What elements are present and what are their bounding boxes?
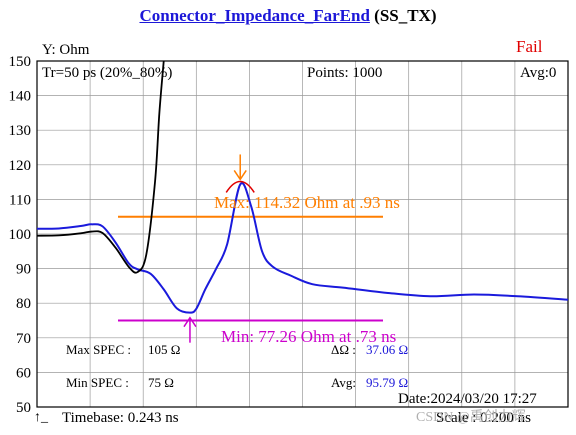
watermark: CSDN @禹创力辉 [416, 410, 526, 425]
max-peak-highlight [225, 180, 255, 193]
chart-grid [37, 61, 568, 407]
max-marker-arrow-icon [233, 170, 247, 181]
y-axis-unit-label: Y: Ohm [42, 42, 90, 58]
min-spec-value: 75 Ω [148, 375, 174, 390]
min-marker-arrow-icon [183, 316, 197, 328]
y-tick-label: 80 [16, 296, 31, 312]
y-tick-label: 130 [9, 123, 32, 139]
y-tick-label: 70 [16, 331, 31, 347]
data-series [36, 60, 569, 314]
reference-impedance-line [36, 60, 165, 274]
min-spec-label: Min SPEC : [66, 375, 129, 390]
title-suffix: (SS_TX) [374, 6, 437, 25]
measured-impedance-line [36, 182, 569, 314]
delta-label: ΔΩ : [331, 342, 356, 357]
min-annotation: Min: 77.26 Ohm at .73 ns [221, 327, 396, 346]
max-spec-value: 105 Ω [148, 342, 180, 357]
y-axis-ticks: 150 140 130 120 110 100 90 80 70 60 50 [9, 54, 32, 416]
avg-label: Avg: [331, 375, 356, 390]
average-count-readout: Avg:0 [520, 65, 556, 81]
plot-frame [36, 60, 569, 408]
measurement-date: Date:2024/03/20 17:27 [398, 391, 537, 407]
y-tick-label: 140 [9, 89, 32, 105]
y-tick-label: 110 [9, 192, 31, 208]
scale-readout: Scale : 0.200 ns [436, 410, 531, 426]
y-tick-label: 120 [9, 158, 32, 174]
avg-value: 95.79 Ω [366, 375, 408, 390]
y-tick-label: 50 [16, 400, 31, 416]
y-tick-label: 90 [16, 262, 31, 278]
title-link[interactable]: Connector_Impedance_FarEnd [139, 6, 370, 25]
y-tick-label: 100 [9, 227, 32, 243]
y-tick-label: 60 [16, 365, 31, 381]
timebase-readout: Timebase: 0.243 ns [62, 410, 179, 426]
delta-value: 37.06 Ω [366, 342, 408, 357]
points-readout: Points: 1000 [307, 65, 382, 81]
max-spec-label: Max SPEC : [66, 342, 131, 357]
max-annotation: Max: 114.32 Ohm at .93 ns [214, 193, 400, 212]
axis-origin-icon: ↑_ [34, 410, 48, 425]
y-tick-label: 150 [9, 54, 32, 70]
rise-time-readout: Tr=50 ps (20%_80%) [42, 65, 172, 81]
peak-markers [183, 154, 255, 343]
fail-status: Fail [516, 37, 543, 56]
chart-title: Connector_Impedance_FarEnd (SS_TX) [0, 6, 576, 26]
